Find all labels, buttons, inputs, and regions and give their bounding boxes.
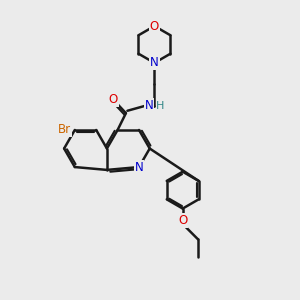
Text: O: O — [178, 214, 187, 227]
Text: N: N — [135, 160, 143, 173]
Text: N: N — [145, 99, 154, 112]
Text: H: H — [156, 101, 165, 111]
Text: O: O — [109, 93, 118, 106]
Text: N: N — [150, 56, 159, 69]
Text: Br: Br — [58, 124, 71, 136]
Text: O: O — [150, 20, 159, 33]
